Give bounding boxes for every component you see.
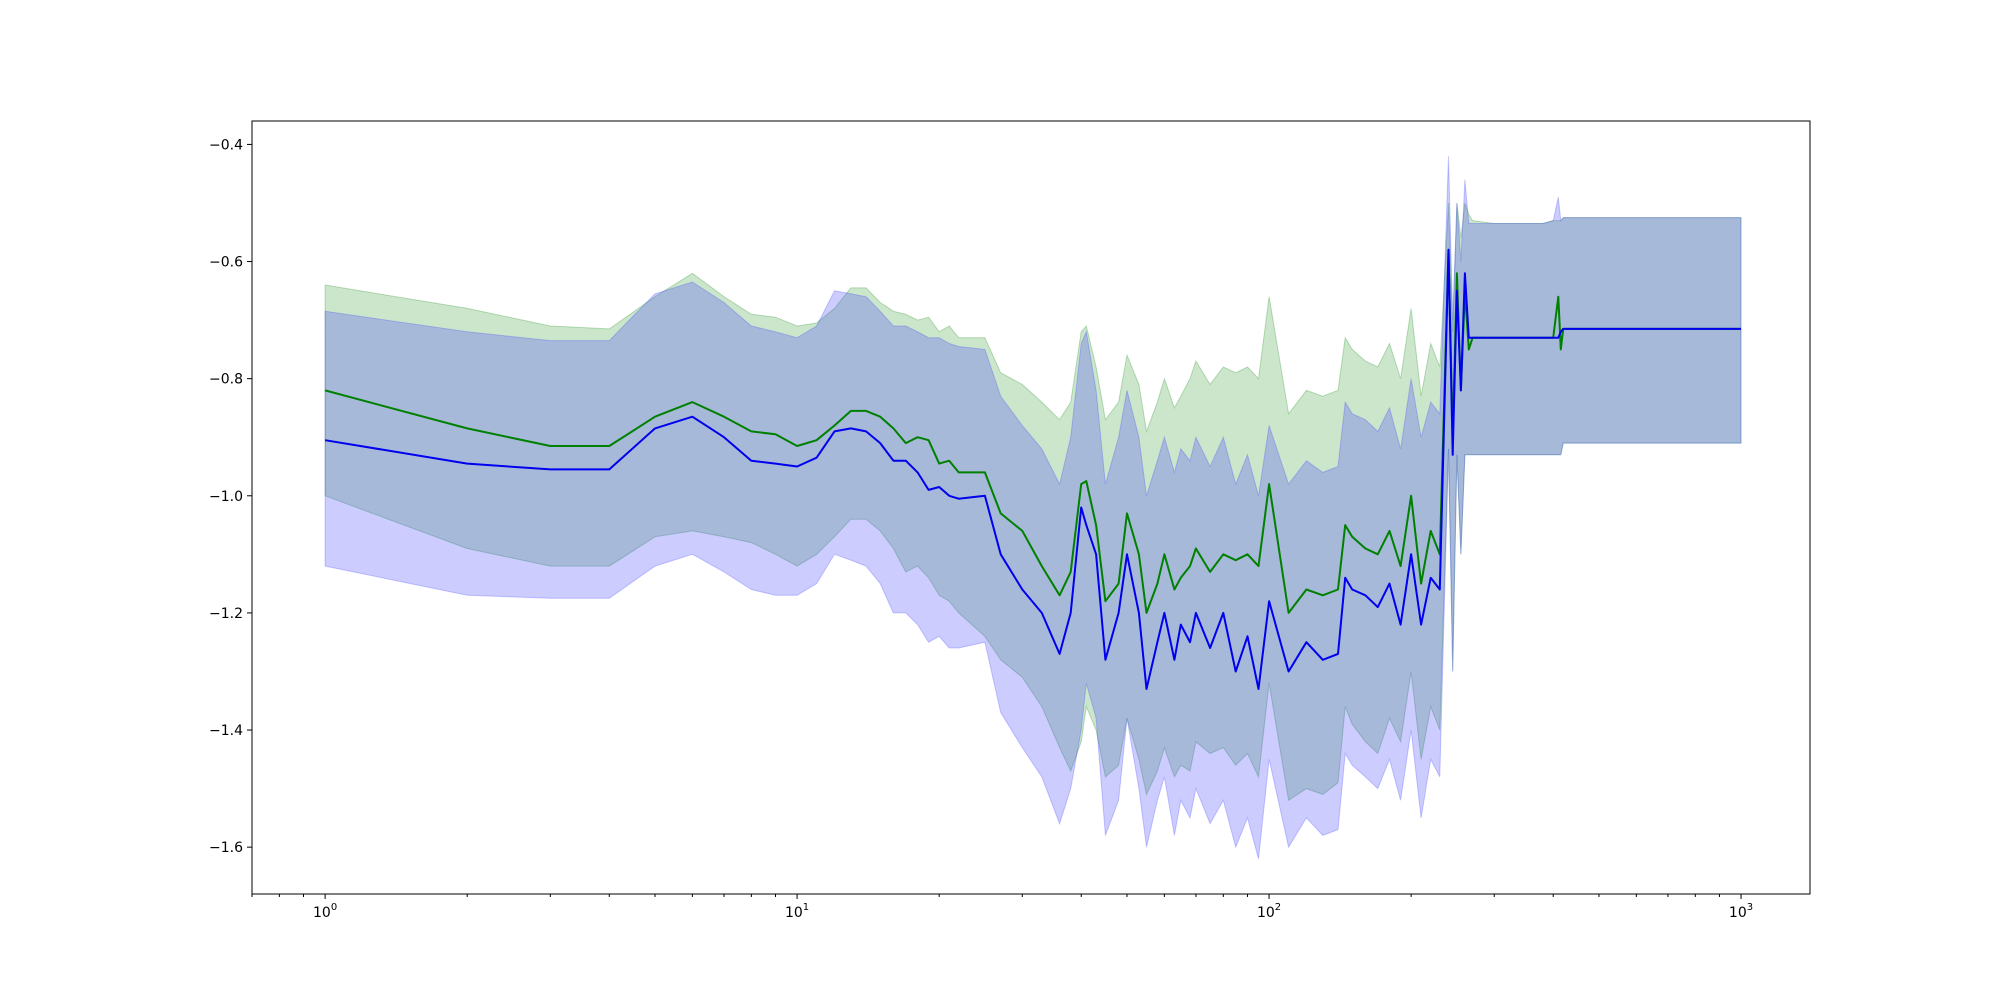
line-series-2	[324, 248, 1741, 690]
y-tick-label: −1.4	[209, 723, 243, 739]
x-tick-label: 101	[785, 902, 809, 921]
x-axis: 100 101 102 103	[251, 894, 1753, 921]
y-tick-label: −0.6	[209, 255, 243, 271]
series-lines	[324, 248, 1741, 690]
y-tick-label: −0.8	[209, 372, 243, 388]
band-series-2	[324, 156, 1742, 860]
axes-frame	[251, 120, 1811, 895]
y-tick-label: −0.4	[209, 137, 243, 153]
x-tick-label: 103	[1729, 902, 1753, 921]
y-tick-label: −1.2	[209, 606, 243, 622]
y-tick-label: −1.0	[209, 489, 243, 505]
band-series-1	[324, 202, 1742, 802]
y-tick-label: −1.6	[209, 840, 243, 856]
confidence-bands	[324, 156, 1742, 860]
x-tick-label: 102	[1257, 902, 1281, 921]
x-tick-label: 100	[313, 902, 337, 921]
y-axis: −1.6 −1.4 −1.2 −1.0 −0.8 −0.6 −0.4	[209, 137, 252, 856]
